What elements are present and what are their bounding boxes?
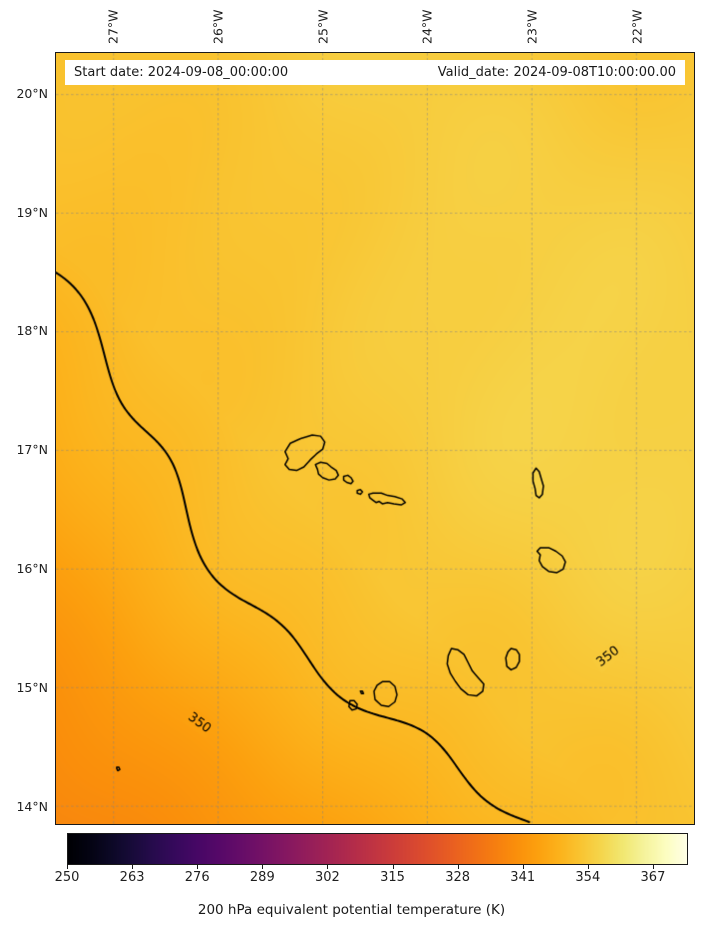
colorbar-tick-mark <box>327 865 329 869</box>
lon-tick-22W: 22°W <box>629 9 645 44</box>
colorbar-tick-mark <box>262 865 264 869</box>
map-axes[interactable] <box>55 52 695 825</box>
colorbar-tick-label-328: 328 <box>445 870 471 885</box>
colorbar-tick-label-367: 367 <box>640 870 666 885</box>
lat-tick-20N: 20°N <box>16 85 48 101</box>
colorbar-tick-mark <box>457 865 459 869</box>
colorbar-tick-mark <box>197 865 199 869</box>
colorbar-tick-label-276: 276 <box>184 870 210 885</box>
colorbar-tick-label-250: 250 <box>54 870 80 885</box>
colorbar-tick-mark <box>67 865 68 869</box>
lat-tick-18N: 18°N <box>16 323 48 339</box>
lat-tick-14N: 14°N <box>16 799 48 815</box>
colorbar-tick-label-341: 341 <box>510 870 536 885</box>
lon-tick-25W: 25°W <box>315 9 331 44</box>
colorbar-tick-label-263: 263 <box>119 870 145 885</box>
lat-tick-16N: 16°N <box>16 561 48 577</box>
colorbar-tick-mark <box>392 865 394 869</box>
lon-tick-26W: 26°W <box>210 9 226 44</box>
colorbar-axis-label: 200 hPa equivalent potential temperature… <box>197 902 506 918</box>
colorbar-tick-label-302: 302 <box>314 870 340 885</box>
colorbar[interactable] <box>67 833 688 865</box>
colorbar-tick-label-315: 315 <box>380 870 405 885</box>
map-field-canvas <box>56 53 694 824</box>
colorbar-tick-mark <box>652 865 654 869</box>
colorbar-tick-mark <box>522 865 524 869</box>
colorbar-tick-labels: 250 263 276 289 302 315 328 341 354 367 <box>55 865 688 895</box>
lon-tick-24W: 24°W <box>419 9 435 44</box>
colorbar-gradient <box>68 834 687 864</box>
colorbar-tick-mark <box>587 865 589 869</box>
lon-tick-23W: 23°W <box>524 9 540 44</box>
start-date-text: Start date: 2024-09-08_00:00:00 <box>74 65 289 80</box>
colorbar-tick-label-289: 289 <box>249 870 275 885</box>
lat-tick-19N: 19°N <box>16 204 48 220</box>
valid-date-text: Valid_date: 2024-09-08T10:00:00.00 <box>437 65 676 80</box>
info-banner: Start date: 2024-09-08_00:00:00 Valid_da… <box>65 60 685 85</box>
colorbar-tick-mark <box>132 865 134 869</box>
colorbar-tick-label-354: 354 <box>575 870 601 885</box>
lat-tick-17N: 17°N <box>16 442 48 458</box>
lon-tick-27W: 27°W <box>105 9 121 44</box>
lat-tick-15N: 15°N <box>16 680 48 696</box>
